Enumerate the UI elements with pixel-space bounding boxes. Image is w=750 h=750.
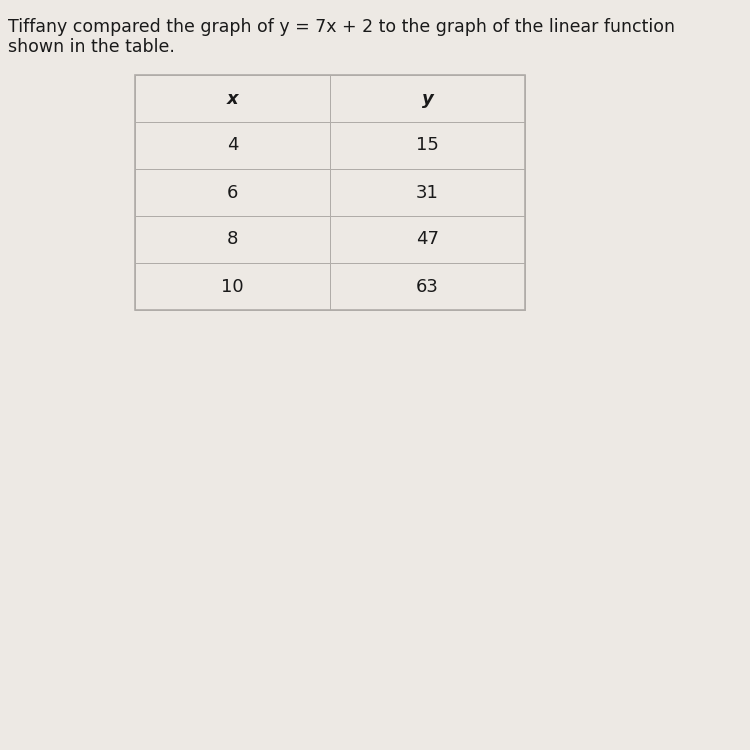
- Text: 10: 10: [221, 278, 244, 296]
- Bar: [135, 216, 330, 263]
- Text: 4: 4: [226, 136, 238, 154]
- Text: 31: 31: [416, 184, 439, 202]
- Bar: [330, 216, 525, 263]
- Bar: [330, 169, 525, 216]
- Text: x: x: [226, 89, 238, 107]
- Text: Tiffany compared the graph of y = 7x + 2 to the graph of the linear function: Tiffany compared the graph of y = 7x + 2…: [8, 18, 675, 36]
- Bar: [135, 75, 330, 122]
- Bar: [330, 75, 525, 122]
- Bar: [135, 75, 525, 310]
- Bar: [330, 263, 525, 310]
- Bar: [135, 122, 330, 169]
- Bar: [330, 122, 525, 169]
- Bar: [135, 263, 330, 310]
- Bar: [135, 169, 330, 216]
- Text: 6: 6: [226, 184, 238, 202]
- Text: shown in the table.: shown in the table.: [8, 38, 175, 56]
- Text: y: y: [422, 89, 434, 107]
- Text: 8: 8: [226, 230, 238, 248]
- Text: 47: 47: [416, 230, 439, 248]
- Text: 15: 15: [416, 136, 439, 154]
- Text: 63: 63: [416, 278, 439, 296]
